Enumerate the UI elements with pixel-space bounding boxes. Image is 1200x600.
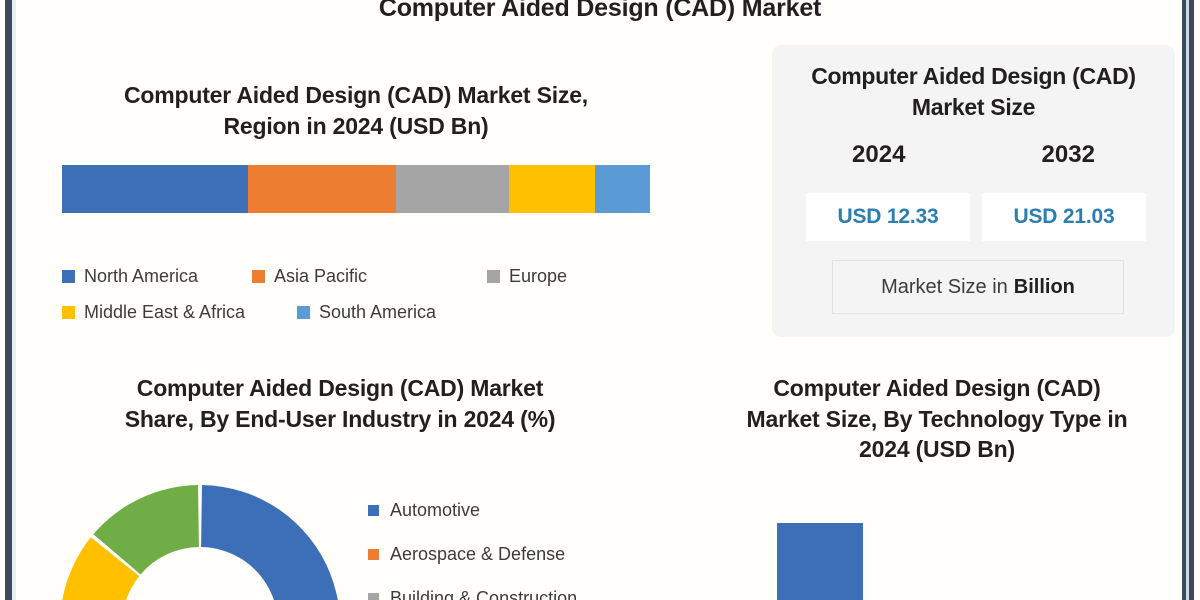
- donut-slice-others[interactable]: [93, 485, 199, 575]
- region-legend-row-1: North America Asia Pacific Europe: [62, 258, 662, 294]
- industry-chart-title: Computer Aided Design (CAD) Market Share…: [70, 373, 610, 434]
- region-chart-title: Computer Aided Design (CAD) Market Size,…: [62, 80, 650, 141]
- page-border-right: [1182, 0, 1186, 600]
- legend-item-building-construction[interactable]: Building & Construction: [368, 576, 668, 600]
- legend-item-south-america[interactable]: South America: [297, 302, 436, 323]
- legend-swatch-aerospace-defense: [368, 548, 379, 560]
- region-chart-title-line2: Region in 2024 (USD Bn): [223, 112, 489, 139]
- legend-swatch-asia-pacific: [252, 269, 265, 283]
- legend-item-europe[interactable]: Europe: [487, 266, 567, 287]
- market-size-unit-prefix: Market Size in: [881, 275, 1008, 298]
- region-chart-title-line1: Computer Aided Design (CAD) Market Size,: [124, 82, 588, 108]
- legend-label-europe: Europe: [509, 265, 568, 286]
- legend-swatch-south-america: [297, 305, 310, 319]
- industry-chart-title-line1: Computer Aided Design (CAD) Market: [136, 375, 544, 401]
- market-size-value-2024: USD 12.33: [806, 193, 970, 241]
- technology-chart-title: Computer Aided Design (CAD) Market Size,…: [712, 373, 1162, 465]
- page-title: Computer Aided Design (CAD) Market: [378, 0, 822, 22]
- bar-segment-south-america[interactable]: [594, 165, 650, 213]
- donut-svg: [60, 485, 340, 600]
- technology-chart-title-line1: Computer Aided Design (CAD): [773, 375, 1101, 401]
- donut-slice-industrial-machinery[interactable]: [60, 537, 146, 600]
- bar-segment-asia-pacific[interactable]: [247, 165, 396, 213]
- legend-label-aerospace-defense: Aerospace & Defense: [390, 543, 566, 564]
- market-size-unit-box: Market Size in Billion: [832, 260, 1124, 314]
- market-size-year-row: 2024 2032: [784, 141, 1163, 169]
- industry-legend: Automotive Aerospace & Defense Building …: [368, 488, 668, 600]
- year-label-start: 2024: [852, 141, 906, 168]
- market-size-panel: Computer Aided Design (CAD) Market Size …: [772, 45, 1175, 337]
- market-size-panel-title: Computer Aided Design (CAD) Market Size: [784, 61, 1163, 122]
- legend-item-aerospace-defense[interactable]: Aerospace & Defense: [368, 532, 668, 576]
- technology-bar-chart: [750, 523, 1170, 600]
- legend-swatch-building-construction: [368, 592, 379, 600]
- stacked-bar: [62, 165, 650, 213]
- industry-donut-chart: [56, 481, 344, 600]
- legend-item-automotive[interactable]: Automotive: [368, 488, 668, 532]
- legend-label-automotive: Automotive: [390, 499, 481, 520]
- legend-swatch-europe: [487, 269, 500, 283]
- technology-chart-title-line3: 2024 (USD Bn): [859, 436, 1015, 463]
- tech-bar-2d-cad[interactable]: [777, 523, 863, 600]
- page-border-left: [5, 0, 12, 600]
- legend-item-north-america[interactable]: North America: [62, 266, 252, 287]
- legend-swatch-north-america: [62, 269, 75, 283]
- donut-slice-automotive[interactable]: [201, 485, 340, 600]
- legend-label-north-america: North America: [84, 265, 199, 286]
- market-size-value-row: USD 12.33 USD 21.03: [806, 193, 1146, 241]
- market-size-unit-strong: Billion: [1013, 275, 1075, 298]
- market-size-title-line1: Computer Aided Design (CAD): [811, 63, 1136, 89]
- legend-swatch-middle-east-africa: [62, 305, 75, 319]
- region-stacked-bar-chart: [62, 165, 650, 213]
- legend-label-building-construction: Building & Construction: [390, 587, 578, 600]
- legend-item-asia-pacific[interactable]: Asia Pacific: [252, 266, 487, 287]
- market-size-value-2032: USD 21.03: [982, 193, 1146, 241]
- region-legend-row-2: Middle East & Africa South America: [62, 294, 662, 330]
- bar-segment-north-america[interactable]: [62, 165, 248, 213]
- technology-chart-title-line2: Market Size, By Technology Type in: [746, 405, 1128, 432]
- year-label-end: 2032: [1041, 141, 1095, 168]
- industry-chart-title-line2: Share, By End-User Industry in 2024 (%): [124, 405, 556, 432]
- legend-label-south-america: South America: [319, 301, 437, 322]
- legend-swatch-automotive: [368, 504, 379, 516]
- region-legend: North America Asia Pacific Europe Middle…: [62, 258, 662, 330]
- page-border-right-inner: [1186, 0, 1189, 600]
- legend-item-middle-east-africa[interactable]: Middle East & Africa: [62, 302, 297, 323]
- legend-label-middle-east-africa: Middle East & Africa: [84, 301, 246, 322]
- legend-label-asia-pacific: Asia Pacific: [274, 265, 368, 286]
- bar-segment-europe[interactable]: [395, 165, 509, 213]
- page-border-left-inner: [12, 0, 16, 600]
- page-border-right-outer: [1189, 0, 1194, 600]
- bar-segment-middle-east-africa[interactable]: [508, 165, 595, 213]
- market-size-title-line2: Market Size: [911, 93, 1036, 120]
